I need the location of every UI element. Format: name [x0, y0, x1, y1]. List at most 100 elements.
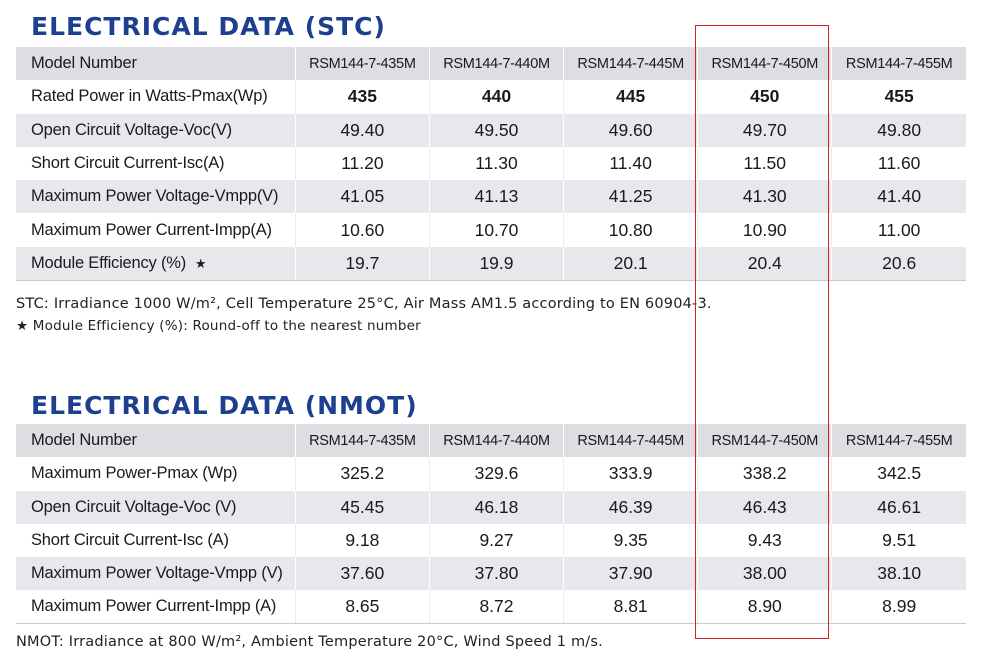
nmot-row-impp: Maximum Power Current-Impp (A) 8.65 8.72… — [16, 590, 966, 625]
efficiency-label: Module Efficiency (%) — [31, 253, 187, 272]
stc-row-efficiency: Module Efficiency (%) ★ 19.7 19.9 20.1 2… — [16, 246, 966, 281]
row-label: Open Circuit Voltage-Voc (V) — [31, 497, 237, 516]
stc-model-440m: RSM144-7-440M — [428, 47, 564, 81]
cell-value: 20.6 — [831, 246, 966, 281]
cell-value: 11.00 — [831, 213, 966, 247]
nmot-model-450m: RSM144-7-450M — [697, 424, 832, 458]
cell-value: 41.05 — [294, 180, 430, 214]
cell-value: 9.43 — [697, 523, 832, 558]
cell-value: 20.4 — [697, 246, 832, 281]
row-label: Module Efficiency (%) ★ — [16, 246, 296, 281]
cell-value: 9.27 — [428, 523, 564, 558]
cell-value: 37.90 — [563, 557, 698, 591]
stc-row-impp: Maximum Power Current-Impp(A) 10.60 10.7… — [16, 213, 966, 247]
cell-value: 10.70 — [428, 213, 564, 247]
nmot-section-title: ELECTRICAL DATA (NMOT) — [31, 391, 418, 420]
stc-model-435m: RSM144-7-435M — [294, 47, 430, 81]
stc-table: Model Number RSM144-7-435M RSM144-7-440M… — [16, 47, 966, 281]
cell-value: 41.25 — [563, 180, 698, 214]
cell-value: 41.13 — [428, 180, 564, 214]
cell-value: 325.2 — [294, 457, 430, 491]
stc-model-450m: RSM144-7-450M — [697, 47, 832, 81]
stc-header-row: Model Number RSM144-7-435M RSM144-7-440M… — [16, 47, 966, 81]
cell-value: 10.60 — [294, 213, 430, 247]
nmot-model-435m: RSM144-7-435M — [294, 424, 430, 458]
cell-value: 435 — [294, 80, 430, 114]
cell-value: 11.40 — [563, 146, 698, 181]
cell-value: 49.80 — [831, 113, 966, 147]
row-label: Maximum Power Current-Impp(A) — [31, 220, 272, 239]
cell-value: 445 — [563, 80, 698, 114]
cell-value: 9.35 — [563, 523, 698, 558]
row-label: Rated Power in Watts-Pmax(Wp) — [31, 87, 268, 106]
cell-value: 49.50 — [428, 113, 564, 147]
cell-value: 46.61 — [831, 490, 966, 524]
row-label: Short Circuit Current-Isc (A) — [31, 531, 229, 550]
stc-model-455m: RSM144-7-455M — [831, 47, 966, 81]
nmot-row-isc: Short Circuit Current-Isc (A) 9.18 9.27 … — [16, 523, 966, 558]
cell-value: 11.60 — [831, 146, 966, 181]
cell-value: 46.39 — [563, 490, 698, 524]
cell-value: 45.45 — [294, 490, 430, 524]
cell-value: 37.80 — [428, 557, 564, 591]
nmot-row-vmpp: Maximum Power Voltage-Vmpp (V) 37.60 37.… — [16, 557, 966, 591]
star-icon: ★ — [194, 255, 207, 271]
cell-value: 11.50 — [697, 146, 832, 181]
cell-value: 11.30 — [428, 146, 564, 181]
cell-value: 11.20 — [294, 146, 430, 181]
cell-value: 8.65 — [294, 590, 430, 625]
cell-value: 8.99 — [831, 590, 966, 625]
stc-section-title: ELECTRICAL DATA (STC) — [31, 12, 386, 41]
efficiency-footnote: ★ Module Efficiency (%): Round-off to th… — [16, 318, 421, 334]
cell-value: 10.80 — [563, 213, 698, 247]
cell-value: 8.81 — [563, 590, 698, 625]
stc-row-isc: Short Circuit Current-Isc(A) 11.20 11.30… — [16, 146, 966, 181]
cell-value: 41.30 — [697, 180, 832, 214]
cell-value: 10.90 — [697, 213, 832, 247]
nmot-table: Model Number RSM144-7-435M RSM144-7-440M… — [16, 424, 966, 625]
cell-value: 8.72 — [428, 590, 564, 625]
cell-value: 49.70 — [697, 113, 832, 147]
stc-conditions-note: STC: Irradiance 1000 W/m², Cell Temperat… — [16, 296, 712, 312]
cell-value: 41.40 — [831, 180, 966, 214]
cell-value: 49.40 — [294, 113, 430, 147]
nmot-row-pmax: Maximum Power-Pmax (Wp) 325.2 329.6 333.… — [16, 457, 966, 491]
cell-value: 46.43 — [697, 490, 832, 524]
cell-value: 329.6 — [428, 457, 564, 491]
nmot-conditions-note: NMOT: Irradiance at 800 W/m², Ambient Te… — [16, 634, 603, 650]
stc-row-vmpp: Maximum Power Voltage-Vmpp(V) 41.05 41.1… — [16, 180, 966, 214]
cell-value: 455 — [831, 80, 966, 114]
cell-value: 37.60 — [294, 557, 430, 591]
stc-row-voc: Open Circuit Voltage-Voc(V) 49.40 49.50 … — [16, 113, 966, 147]
row-label: Short Circuit Current-Isc(A) — [31, 154, 225, 173]
stc-header-label: Model Number — [31, 54, 137, 73]
cell-value: 450 — [697, 80, 832, 114]
cell-value: 342.5 — [831, 457, 966, 491]
cell-value: 20.1 — [563, 246, 698, 281]
stc-row-pmax: Rated Power in Watts-Pmax(Wp) 435 440 44… — [16, 80, 966, 114]
cell-value: 338.2 — [697, 457, 832, 491]
cell-value: 19.9 — [428, 246, 564, 281]
cell-value: 19.7 — [294, 246, 430, 281]
nmot-model-445m: RSM144-7-445M — [563, 424, 698, 458]
stc-model-445m: RSM144-7-445M — [563, 47, 698, 81]
cell-value: 38.10 — [831, 557, 966, 591]
nmot-model-455m: RSM144-7-455M — [831, 424, 966, 458]
row-label: Maximum Power-Pmax (Wp) — [31, 464, 238, 483]
row-label: Maximum Power Current-Impp (A) — [16, 590, 296, 625]
nmot-model-440m: RSM144-7-440M — [428, 424, 564, 458]
cell-value: 440 — [428, 80, 564, 114]
nmot-header-label: Model Number — [31, 431, 137, 450]
cell-value: 333.9 — [563, 457, 698, 491]
row-label: Open Circuit Voltage-Voc(V) — [31, 120, 232, 139]
row-label: Maximum Power Voltage-Vmpp(V) — [31, 187, 279, 206]
cell-value: 9.51 — [831, 523, 966, 558]
cell-value: 49.60 — [563, 113, 698, 147]
row-label: Maximum Power Voltage-Vmpp (V) — [31, 564, 283, 583]
cell-value: 46.18 — [428, 490, 564, 524]
nmot-row-voc: Open Circuit Voltage-Voc (V) 45.45 46.18… — [16, 490, 966, 524]
cell-value: 38.00 — [697, 557, 832, 591]
nmot-header-row: Model Number RSM144-7-435M RSM144-7-440M… — [16, 424, 966, 458]
cell-value: 9.18 — [294, 523, 430, 558]
cell-value: 8.90 — [697, 590, 832, 625]
